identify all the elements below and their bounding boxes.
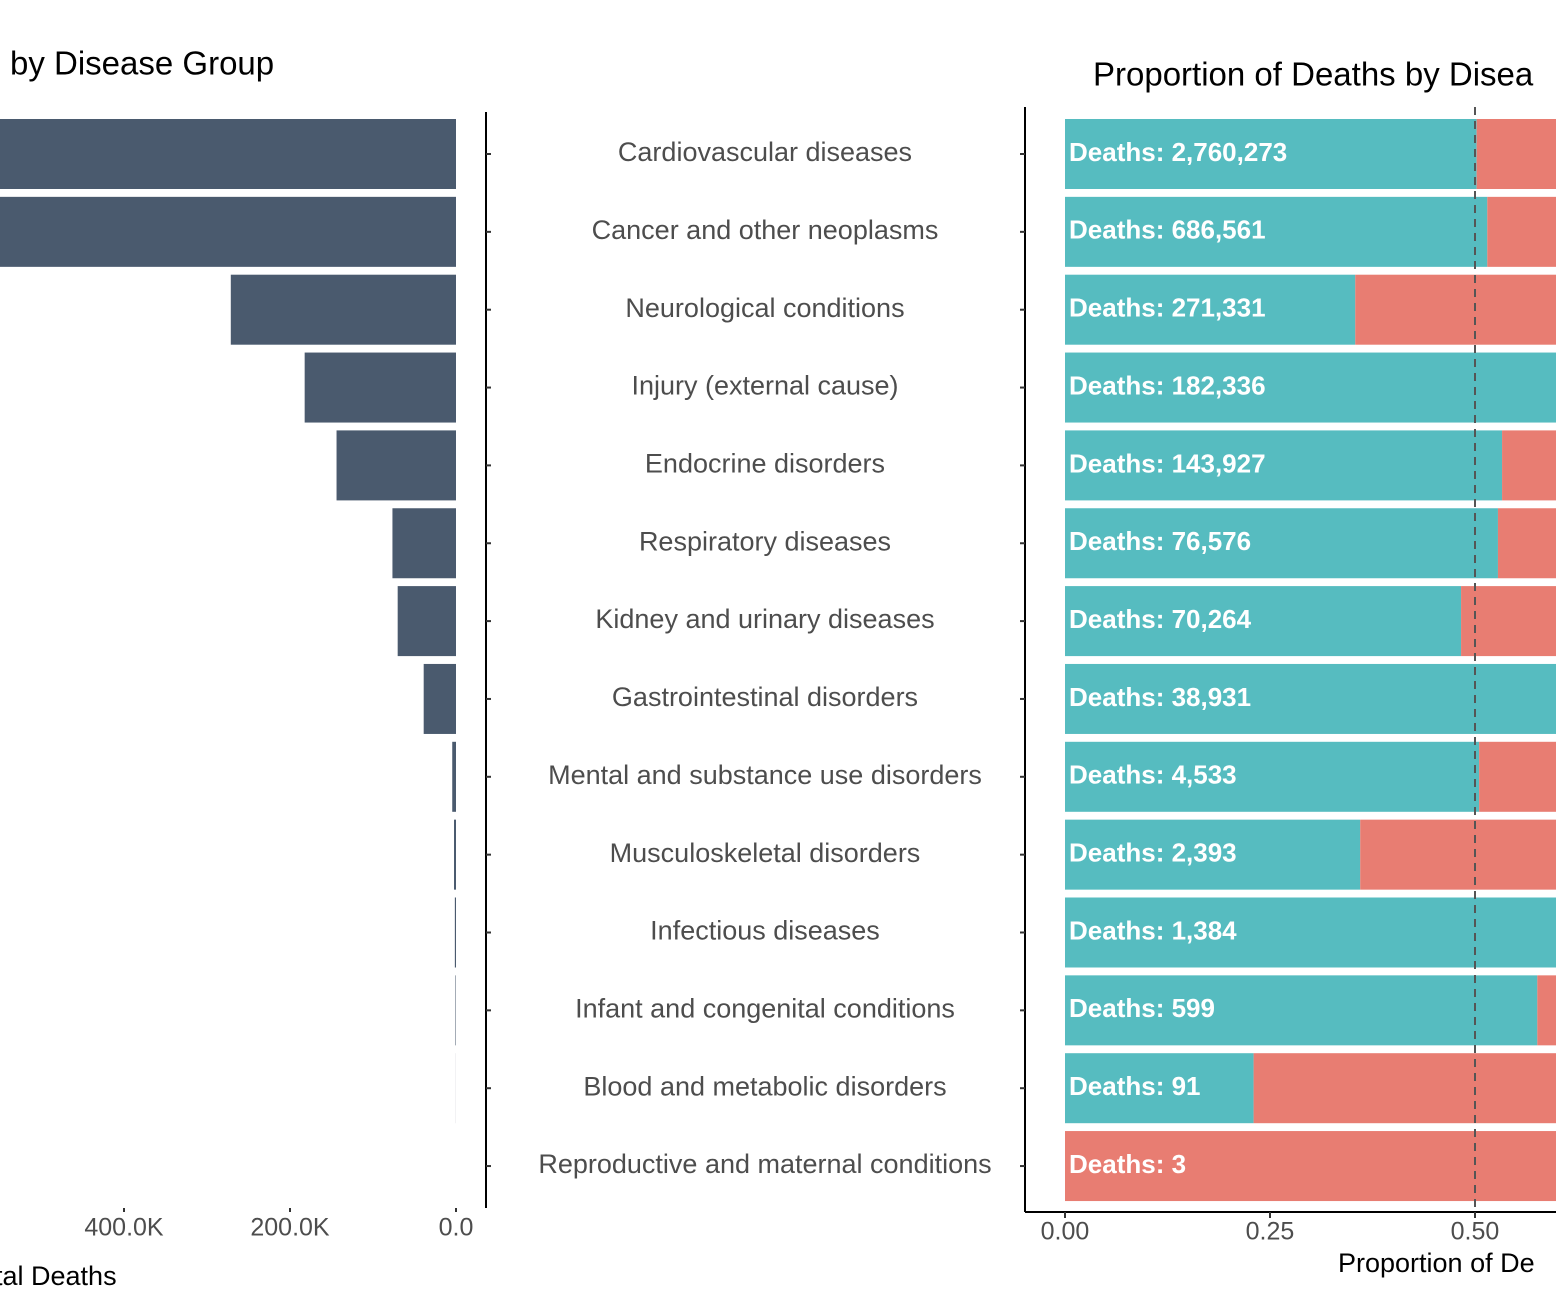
data-label: Deaths: 271,331	[1069, 293, 1266, 323]
bar-segment	[1065, 741, 1480, 812]
bar	[230, 274, 456, 345]
category-label: Blood and metabolic disorders	[583, 1071, 946, 1101]
bar	[454, 897, 456, 968]
bar-segment	[1253, 1053, 1556, 1124]
bar-segment	[1065, 119, 1477, 189]
category-label: Mental and substance use disorders	[548, 760, 982, 790]
data-label: Deaths: 2,760,273	[1069, 137, 1287, 167]
data-label: Deaths: 686,561	[1069, 215, 1266, 245]
bar-segment	[1497, 508, 1556, 579]
category-label: Kidney and urinary diseases	[595, 604, 934, 634]
bar-segment	[1476, 119, 1556, 189]
x-tick-label: 0.00	[1041, 1218, 1090, 1246]
bar-segment	[1360, 819, 1556, 890]
category-label: Gastrointestinal disorders	[612, 682, 918, 712]
category-label: Musculoskeletal disorders	[610, 838, 921, 868]
data-label: Deaths: 70,264	[1069, 604, 1252, 634]
bar-segment	[1065, 274, 1356, 345]
data-label: Deaths: 38,931	[1069, 682, 1251, 712]
bar-segment	[1479, 741, 1556, 812]
data-label: Deaths: 76,576	[1069, 526, 1251, 556]
bar	[0, 196, 457, 267]
bar	[392, 508, 456, 579]
category-label: Neurological conditions	[625, 293, 904, 323]
bar-segment	[1502, 430, 1556, 501]
bar-segment	[1065, 586, 1462, 657]
bar-segment	[1065, 819, 1361, 890]
bar-segment	[1065, 430, 1503, 501]
category-label: Infant and congenital conditions	[575, 993, 955, 1023]
data-label: Deaths: 91	[1069, 1071, 1201, 1101]
bar	[304, 352, 456, 423]
x-tick-label: 0.0	[439, 1214, 474, 1242]
bar-segment	[1355, 274, 1556, 345]
bar-segment	[1065, 975, 1538, 1046]
data-label: Deaths: 143,927	[1069, 448, 1266, 478]
category-label: Infectious diseases	[650, 916, 880, 946]
bar	[0, 119, 456, 189]
right-title: Proportion of Deaths by Disea	[1093, 56, 1534, 93]
data-label: Deaths: 4,533	[1069, 760, 1237, 790]
bar-segment	[1487, 196, 1556, 267]
left-title: by Disease Group	[10, 45, 274, 82]
data-label: Deaths: 182,336	[1069, 370, 1266, 400]
category-label: Reproductive and maternal conditions	[538, 1149, 991, 1179]
x-tick-label: 400.0K	[84, 1214, 164, 1242]
bar	[454, 819, 456, 890]
bar	[423, 663, 456, 734]
bar-segment	[1065, 508, 1498, 579]
x-tick-label: 200.0K	[250, 1214, 330, 1242]
left-x-label: tal Deaths	[0, 1261, 117, 1291]
data-label: Deaths: 1,384	[1069, 915, 1237, 945]
right-x-label: Proportion of De	[1338, 1248, 1535, 1278]
category-label: Cancer and other neoplasms	[592, 215, 939, 245]
data-label: Deaths: 2,393	[1069, 838, 1237, 868]
bar-segment	[1065, 1053, 1254, 1124]
data-label: Deaths: 599	[1069, 993, 1215, 1023]
data-label: Deaths: 3	[1069, 1149, 1186, 1179]
bar	[397, 586, 456, 657]
bar	[336, 430, 456, 501]
bar	[452, 741, 456, 812]
category-label: Respiratory diseases	[639, 526, 891, 556]
bar-segment	[1461, 586, 1556, 657]
bar-segment	[1065, 196, 1488, 267]
x-tick-label: 0.50	[1451, 1218, 1500, 1246]
category-label: Injury (external cause)	[631, 371, 898, 401]
x-tick-label: 0.25	[1246, 1218, 1295, 1246]
bar-segment	[1537, 975, 1556, 1046]
category-label: Endocrine disorders	[645, 449, 885, 479]
category-label: Cardiovascular diseases	[618, 137, 912, 167]
